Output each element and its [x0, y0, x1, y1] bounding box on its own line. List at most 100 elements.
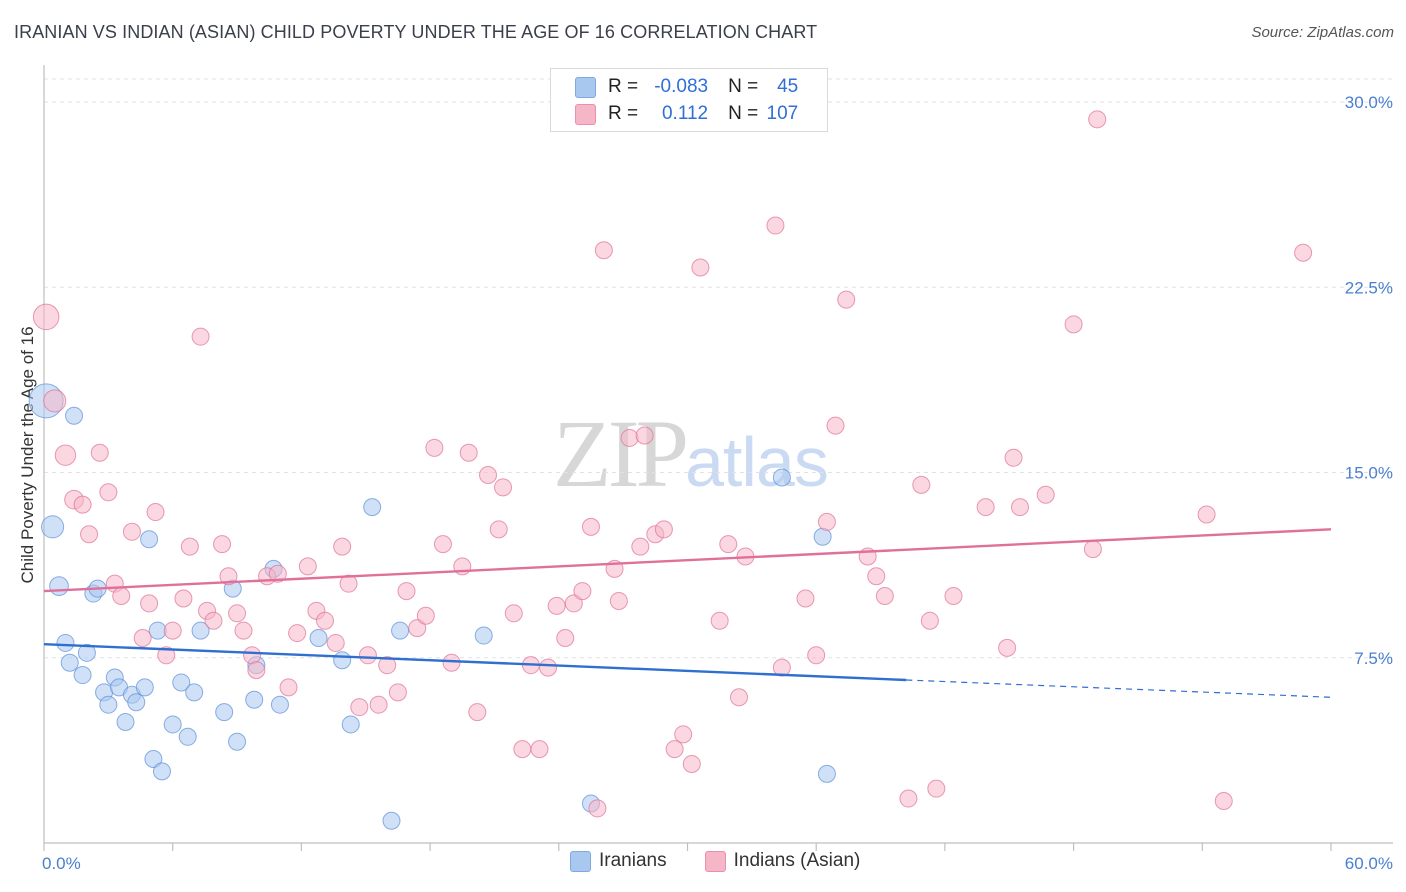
indian-point: [573, 582, 592, 601]
y-tick-label: 22.5%: [1345, 278, 1393, 297]
indian-point: [408, 619, 427, 638]
legend-label-indians: Indians (Asian): [733, 850, 861, 871]
indian-point: [826, 416, 845, 435]
indian-point: [1214, 792, 1233, 811]
indian-point: [1004, 448, 1023, 467]
indian-point: [796, 589, 815, 608]
indian-point: [1010, 498, 1029, 517]
iranian-point: [49, 576, 69, 596]
indian-point: [513, 740, 532, 759]
iranian-point: [163, 715, 182, 734]
indian-point: [122, 522, 141, 541]
legend-row-iranians: R = -0.083 N = 45: [575, 75, 798, 99]
indian-point: [504, 604, 523, 623]
indian-point: [80, 525, 99, 544]
indian-point: [594, 241, 613, 260]
indian-point: [99, 483, 118, 502]
iranian-point: [772, 468, 791, 487]
indian-point: [944, 587, 963, 606]
indian-point: [766, 216, 785, 235]
indian-point: [315, 611, 334, 630]
correlation-legend: R = -0.083 N = 45 R = 0.112 N = 107: [550, 68, 828, 132]
indian-point: [976, 498, 995, 517]
iranian-point: [99, 695, 118, 714]
indian-point: [397, 582, 416, 601]
legend-row-indians: R = 0.112 N = 107: [575, 102, 798, 126]
indian-point: [837, 290, 856, 309]
iranian-point: [363, 498, 382, 517]
y-tick-label: 30.0%: [1345, 93, 1393, 112]
indian-point: [268, 564, 287, 583]
indian-point: [442, 653, 461, 672]
indian-point: [288, 624, 307, 643]
iranian-point: [474, 626, 493, 645]
legend-swatch-iranians: [575, 76, 596, 98]
indian-point: [333, 537, 352, 556]
iranian-point: [73, 666, 92, 685]
indian-point: [1197, 505, 1216, 524]
indian-point: [228, 604, 247, 623]
iranian-point: [56, 633, 75, 652]
indian-point: [1036, 485, 1055, 504]
iranian-point: [245, 690, 264, 709]
indian-point: [682, 754, 701, 773]
iranian-point: [191, 621, 210, 640]
indian-point: [416, 606, 435, 625]
indian-point: [73, 495, 92, 514]
indian-point: [298, 557, 317, 576]
indian-point: [243, 646, 262, 665]
legend-r-label: R =: [608, 103, 639, 124]
indian-point: [609, 591, 628, 610]
indian-point: [539, 658, 558, 677]
iranian-point: [391, 621, 410, 640]
y-tick-label: 15.0%: [1345, 464, 1393, 483]
legend-swatch-indians: [704, 850, 726, 872]
iranian-point: [309, 629, 328, 648]
indian-point: [213, 535, 232, 554]
legend-r-label: R =: [608, 76, 639, 97]
legend-n-label: N =: [728, 76, 759, 97]
indian-point: [556, 629, 575, 648]
iranian-trend-line: [43, 642, 907, 682]
source-label: Source: ZipAtlas.com: [1251, 24, 1394, 41]
indian-point: [459, 443, 478, 462]
watermark-zip: ZIP: [553, 400, 689, 507]
iranian-point: [228, 732, 247, 751]
indian-point: [433, 535, 452, 554]
indian-point: [920, 611, 939, 630]
indian-point: [350, 698, 369, 717]
indian-point: [234, 621, 253, 640]
iranian-point: [817, 764, 836, 783]
indian-point: [867, 567, 886, 586]
indian-point: [219, 567, 238, 586]
indian-point: [425, 438, 444, 457]
indian-point: [468, 703, 487, 722]
chart-title: IRANIAN VS INDIAN (ASIAN) CHILD POVERTY …: [14, 22, 818, 42]
indian-point: [729, 688, 748, 707]
indian-point: [635, 426, 654, 445]
x-tick-label: 0.0%: [42, 854, 81, 873]
indian-point: [1083, 540, 1102, 559]
indian-point: [665, 740, 684, 759]
indian-point: [479, 465, 498, 484]
indian-point: [279, 678, 298, 697]
indian-point: [112, 587, 131, 606]
indian-point: [875, 587, 894, 606]
indian-point: [140, 594, 159, 613]
indian-point: [1064, 315, 1083, 334]
indian-point: [494, 478, 513, 497]
indian-point: [547, 596, 566, 615]
indian-point: [631, 537, 650, 556]
iranian-point: [127, 693, 146, 712]
indian-point: [530, 740, 549, 759]
iranian-point: [116, 712, 135, 731]
legend-n-value: 45: [777, 76, 799, 97]
iranian-point: [382, 811, 401, 830]
iranian-point: [813, 527, 832, 546]
indian-point: [32, 303, 60, 331]
indian-point: [772, 658, 791, 677]
iranian-point: [333, 651, 352, 670]
indian-point: [710, 611, 729, 630]
indian-point: [191, 327, 210, 346]
